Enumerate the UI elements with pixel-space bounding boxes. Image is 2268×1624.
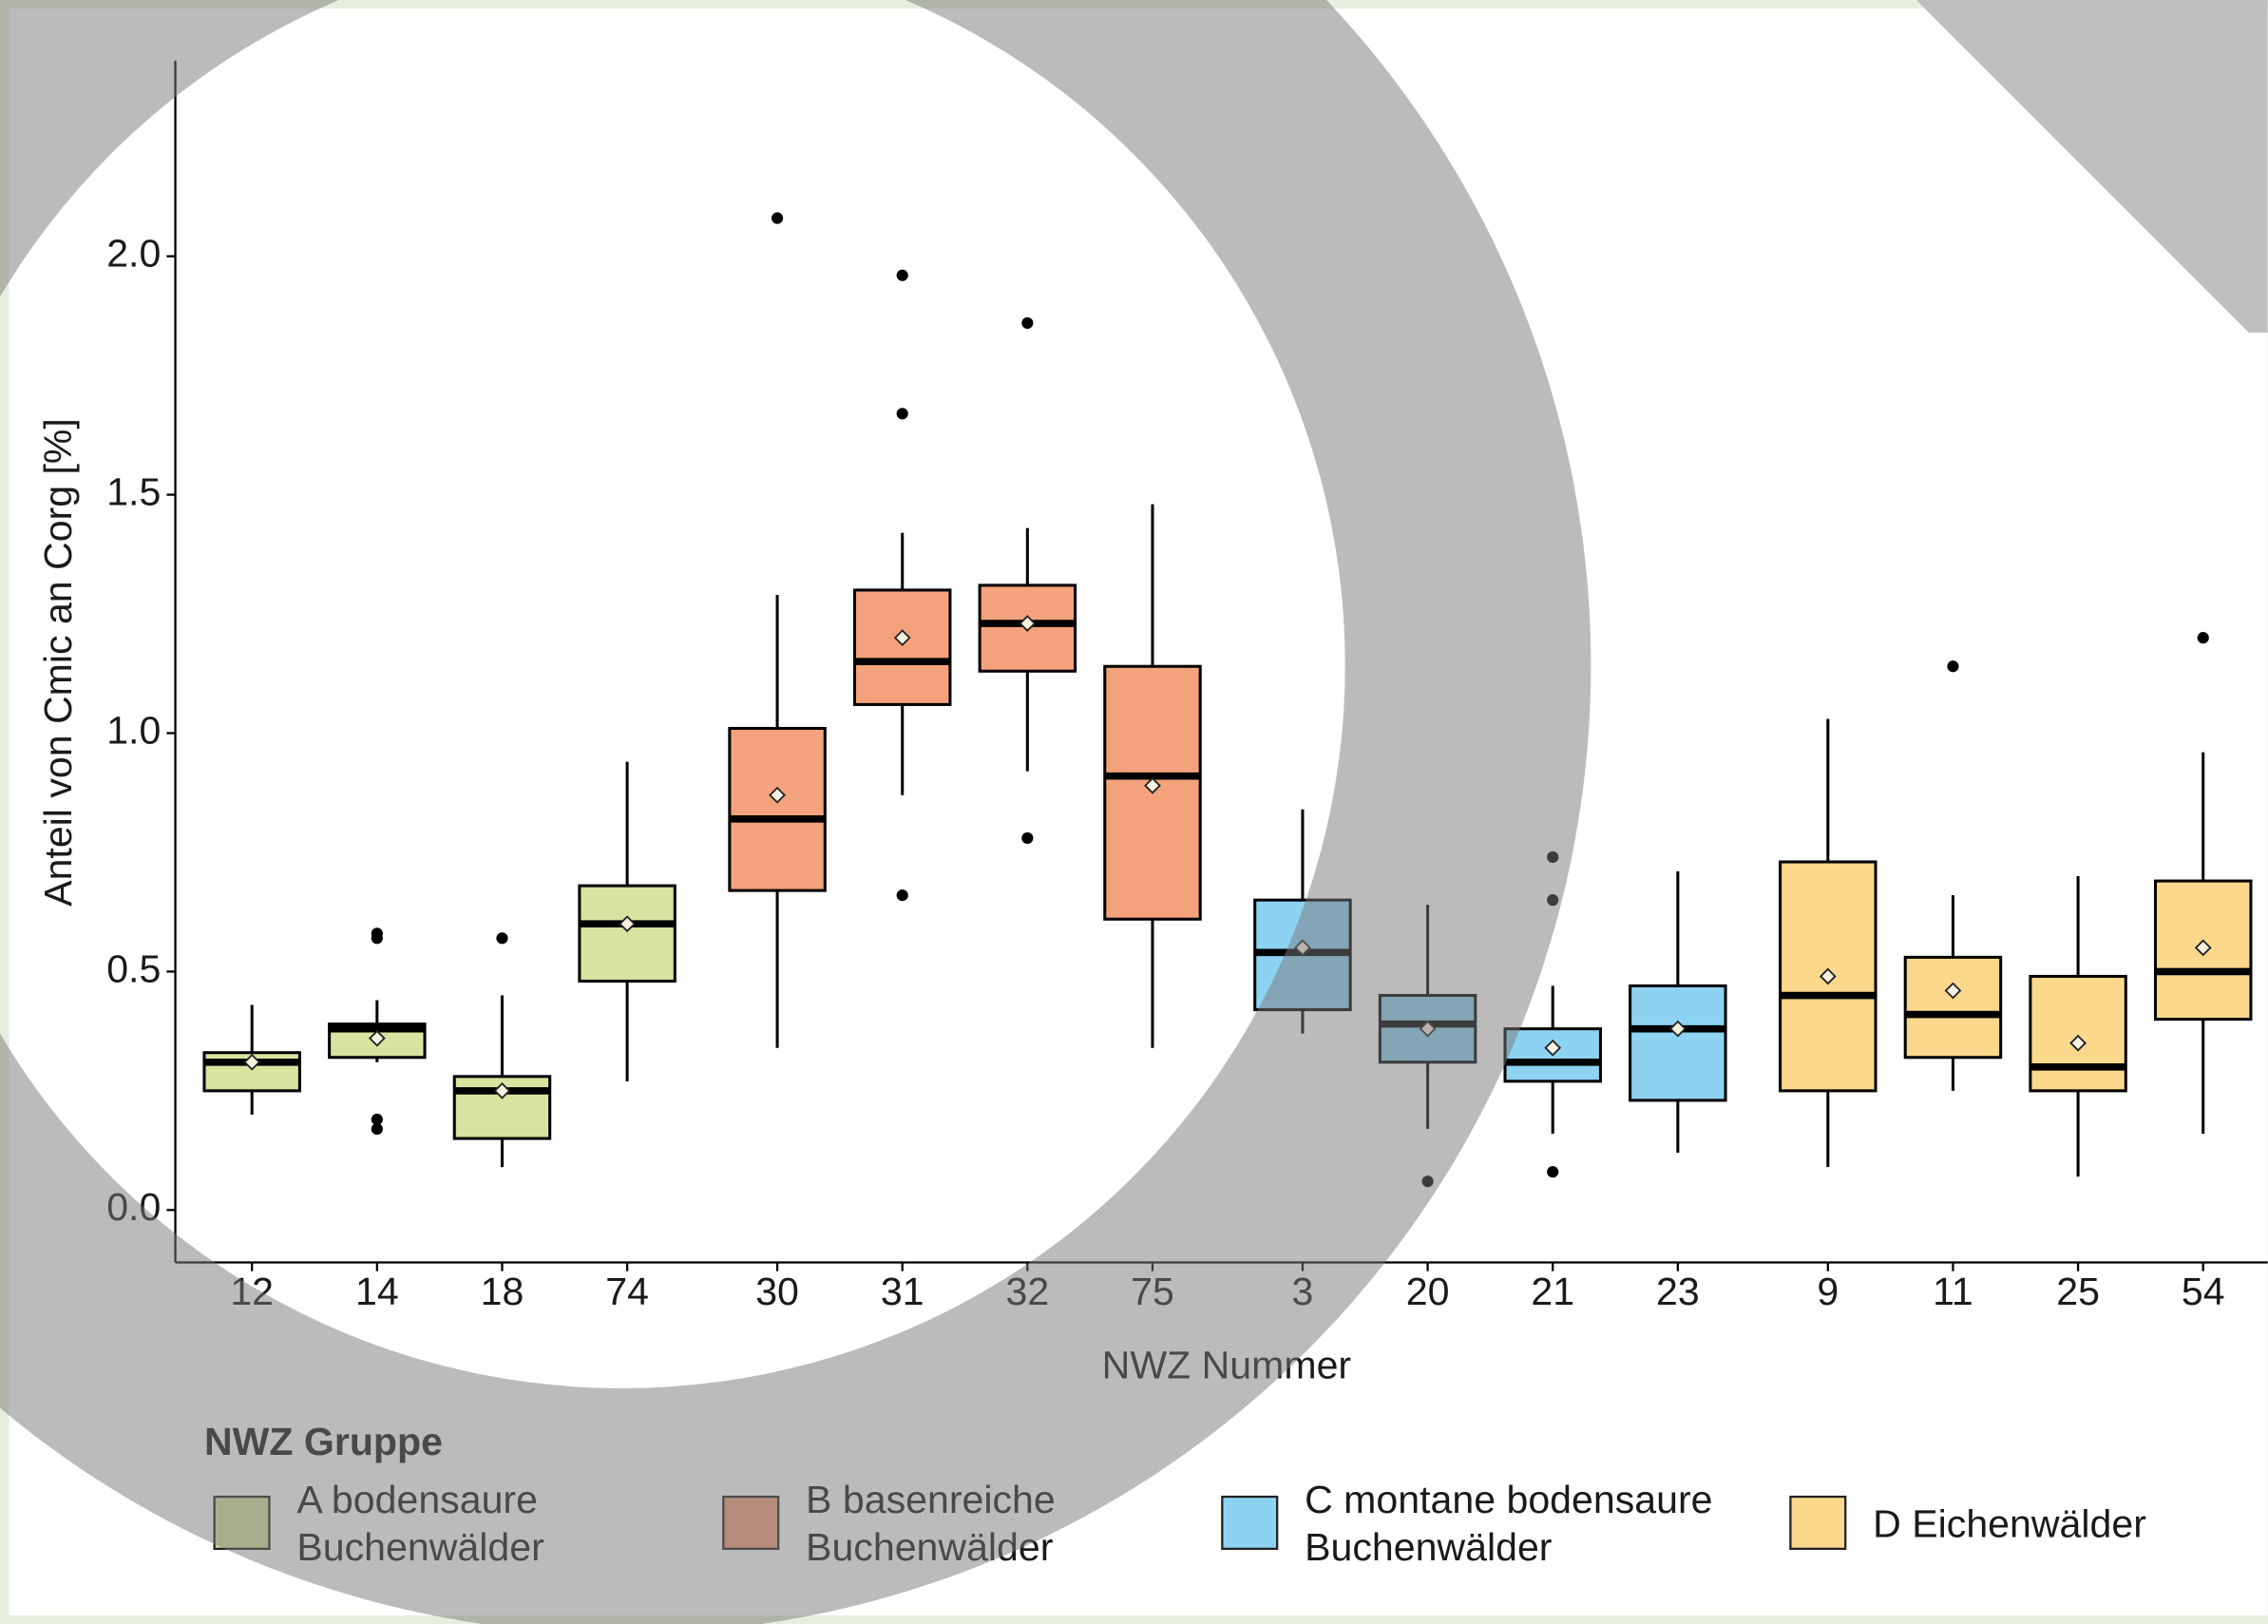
outlier: [496, 932, 507, 944]
x-tick-label: 14: [355, 1270, 399, 1313]
legend-swatch: [1790, 1497, 1845, 1549]
x-tick-label: 21: [1531, 1270, 1574, 1313]
box: [1905, 957, 2000, 1057]
x-tick-label: 18: [481, 1270, 524, 1313]
legend-label-box: C montane bodensaure Buchenwälder: [1305, 1472, 1782, 1576]
box: [730, 728, 825, 890]
y-tick-label: 1.0: [106, 708, 161, 752]
outlier: [372, 1123, 383, 1135]
outlier: [772, 212, 783, 223]
y-tick-label: 2.0: [106, 232, 161, 276]
chart: 0.00.51.01.52.01214187430313275320212391…: [0, 0, 2268, 1624]
box: [1630, 985, 1725, 1099]
x-tick-label: 54: [2182, 1270, 2225, 1313]
outlier: [2198, 632, 2209, 643]
outlier: [1021, 832, 1033, 844]
box: [580, 886, 675, 981]
outlier: [897, 270, 908, 281]
legend-swatch: [1222, 1497, 1277, 1549]
page: {"chart_data":{"type":"box", "xlabel":"N…: [0, 0, 2268, 1624]
x-tick-label: 23: [1656, 1270, 1700, 1313]
x-tick-label: 30: [755, 1270, 799, 1313]
y-tick-label: 1.5: [106, 469, 161, 513]
outlier: [372, 927, 383, 939]
outlier: [897, 408, 908, 419]
box: [2030, 976, 2125, 1090]
x-tick-label: 31: [881, 1270, 924, 1313]
outlier: [1947, 660, 1958, 672]
outlier: [1547, 1166, 1558, 1177]
box: [854, 590, 949, 704]
legend-label: D Eichenwälder: [1873, 1472, 2249, 1576]
outlier: [897, 889, 908, 901]
legend-label-box: D Eichenwälder: [1873, 1472, 2249, 1576]
x-tick-label: 25: [2056, 1270, 2100, 1313]
y-tick-label: 0.5: [106, 946, 161, 990]
x-tick-label: 9: [1817, 1270, 1839, 1313]
legend-label: C montane bodensaure Buchenwälder: [1305, 1472, 1782, 1576]
y-axis-title: Anteil von Cmic an Corg [%]: [36, 418, 80, 907]
outlier: [1021, 317, 1033, 329]
x-tick-label: 20: [1406, 1270, 1450, 1313]
x-tick-label: 11: [1933, 1270, 1973, 1313]
x-tick-label: 74: [605, 1270, 649, 1313]
